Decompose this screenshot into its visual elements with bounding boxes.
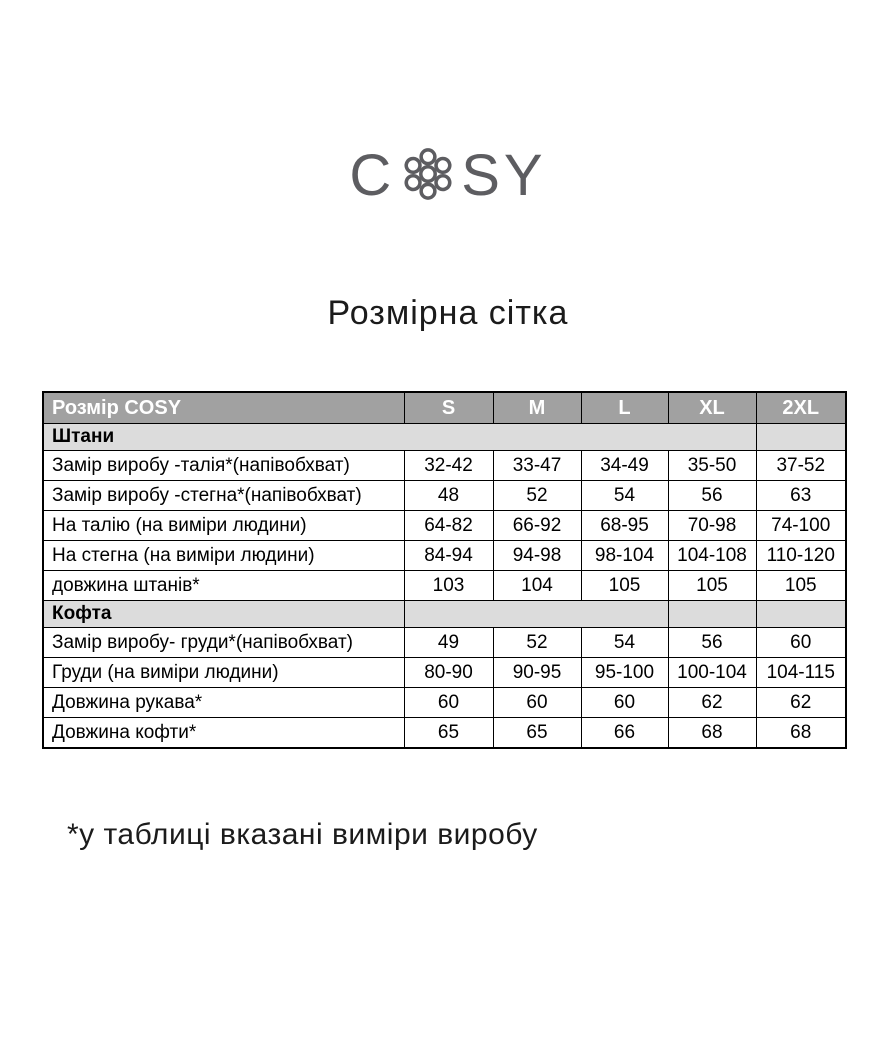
table-row: Замір виробу -талія*(напівобхват) 32-42 …: [42, 450, 847, 481]
page-title: Розмірна сітка: [327, 294, 569, 332]
value-cell: 84-94: [403, 540, 494, 571]
table-row: довжина штанів* 103 104 105 105 105: [42, 570, 847, 601]
table-row: На стегна (на виміри людини) 84-94 94-98…: [42, 540, 847, 571]
section-title-pants: Штани: [42, 423, 757, 451]
value-cell: 65: [403, 717, 494, 749]
header-size-m: M: [492, 391, 582, 424]
section-empty-cell: [755, 600, 847, 628]
table-row: Замір виробу- груди*(напівобхват) 49 52 …: [42, 627, 847, 658]
table-row: Довжина рукава* 60 60 60 62 62: [42, 687, 847, 718]
size-table: Розмір COSY S M L XL 2XL Штани Замір вир…: [42, 391, 847, 749]
logo-letter-c: C: [349, 143, 396, 208]
row-label: довжина штанів*: [42, 570, 405, 601]
value-cell: 35-50: [667, 450, 757, 481]
row-label: Груди (на виміри людини): [42, 657, 405, 688]
value-cell: 32-42: [403, 450, 494, 481]
section-empty-cell: [755, 423, 847, 451]
footnote: *у таблиці вказані виміри виробу: [67, 818, 538, 851]
value-cell: 110-120: [755, 540, 847, 571]
value-cell: 68: [667, 717, 757, 749]
value-cell: 56: [667, 627, 757, 658]
value-cell: 48: [403, 480, 494, 511]
value-cell: 74-100: [755, 510, 847, 541]
value-cell: 60: [492, 687, 582, 718]
row-label: На стегна (на виміри людини): [42, 540, 405, 571]
value-cell: 54: [580, 627, 669, 658]
value-cell: 90-95: [492, 657, 582, 688]
table-row: Замір виробу -стегна*(напівобхват) 48 52…: [42, 480, 847, 511]
value-cell: 65: [492, 717, 582, 749]
value-cell: 56: [667, 480, 757, 511]
section-empty-cell: [403, 600, 669, 628]
value-cell: 105: [755, 570, 847, 601]
value-cell: 34-49: [580, 450, 669, 481]
section-empty-cell: [667, 600, 757, 628]
table-row: На талію (на виміри людини) 64-82 66-92 …: [42, 510, 847, 541]
value-cell: 103: [403, 570, 494, 601]
value-cell: 64-82: [403, 510, 494, 541]
brand-logo: C SY: [0, 138, 896, 214]
value-cell: 49: [403, 627, 494, 658]
value-cell: 37-52: [755, 450, 847, 481]
value-cell: 98-104: [580, 540, 669, 571]
value-cell: 66: [580, 717, 669, 749]
row-label: Довжина кофти*: [42, 717, 405, 749]
value-cell: 52: [492, 627, 582, 658]
value-cell: 62: [755, 687, 847, 718]
value-cell: 105: [580, 570, 669, 601]
value-cell: 94-98: [492, 540, 582, 571]
value-cell: 52: [492, 480, 582, 511]
value-cell: 63: [755, 480, 847, 511]
value-cell: 100-104: [667, 657, 757, 688]
table-row: Груди (на виміри людини) 80-90 90-95 95-…: [42, 657, 847, 688]
row-label: Замір виробу- груди*(напівобхват): [42, 627, 405, 658]
row-label: Замір виробу -стегна*(напівобхват): [42, 480, 405, 511]
row-label: Замір виробу -талія*(напівобхват): [42, 450, 405, 481]
value-cell: 70-98: [667, 510, 757, 541]
value-cell: 104-108: [667, 540, 757, 571]
row-label: На талію (на виміри людини): [42, 510, 405, 541]
header-size-s: S: [403, 391, 494, 424]
value-cell: 104: [492, 570, 582, 601]
row-label: Довжина рукава*: [42, 687, 405, 718]
table-header-row: Розмір COSY S M L XL 2XL: [42, 391, 847, 424]
value-cell: 33-47: [492, 450, 582, 481]
value-cell: 68: [755, 717, 847, 749]
section-row-sweater: Кофта: [42, 600, 847, 628]
table-row: Довжина кофти* 65 65 66 68 68: [42, 717, 847, 749]
flower-icon: [404, 148, 452, 200]
value-cell: 105: [667, 570, 757, 601]
value-cell: 80-90: [403, 657, 494, 688]
logo-letters-sy: SY: [461, 143, 547, 208]
value-cell: 54: [580, 480, 669, 511]
value-cell: 95-100: [580, 657, 669, 688]
value-cell: 62: [667, 687, 757, 718]
header-size-l: L: [580, 391, 669, 424]
section-title-sweater: Кофта: [42, 600, 405, 628]
value-cell: 60: [403, 687, 494, 718]
value-cell: 60: [755, 627, 847, 658]
header-size-2xl: 2XL: [755, 391, 847, 424]
header-size-xl: XL: [667, 391, 757, 424]
value-cell: 60: [580, 687, 669, 718]
header-label-cell: Розмір COSY: [42, 391, 405, 424]
section-row-pants: Штани: [42, 423, 847, 451]
value-cell: 66-92: [492, 510, 582, 541]
value-cell: 68-95: [580, 510, 669, 541]
value-cell: 104-115: [755, 657, 847, 688]
